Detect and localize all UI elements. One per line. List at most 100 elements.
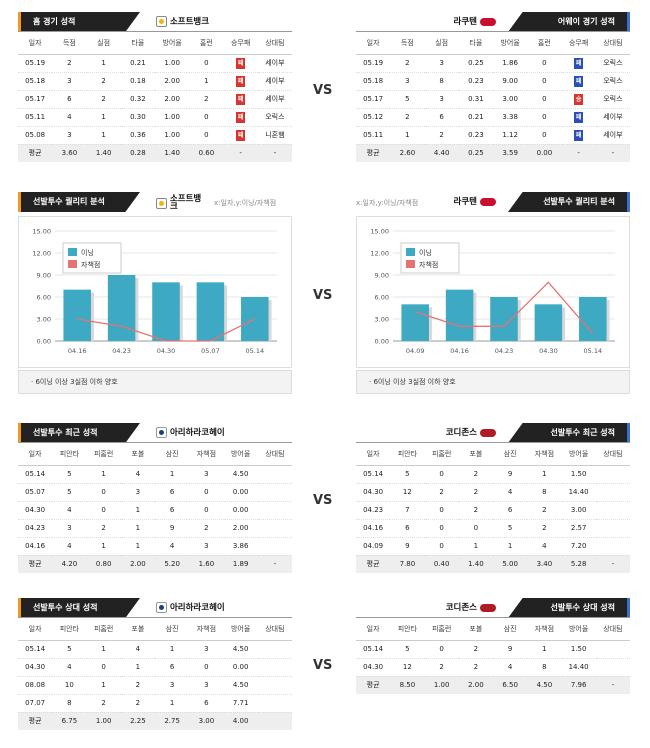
table-cell: 6: [390, 519, 425, 538]
table-cell: 3: [189, 676, 224, 695]
table-cell: 2: [458, 658, 493, 677]
table-cell: 05.11: [18, 108, 53, 127]
average-cell: -: [561, 144, 596, 162]
table-cell: 2: [424, 658, 459, 677]
table-cell: 1.00: [155, 54, 190, 73]
table-row: 05.18 3 2 0.18 2.00 1 패 세이부: [18, 72, 292, 91]
x-tick-label: 05.07: [201, 347, 220, 355]
table-cell: 2: [120, 676, 155, 695]
table-row: 05.08 3 1 0.36 1.00 0 패 니혼햄: [18, 126, 292, 145]
y-tick-label: 9.00: [375, 272, 389, 280]
table-cell: 1: [86, 465, 121, 484]
x-tick-label: 05.14: [583, 347, 602, 355]
table-cell: 2: [52, 54, 87, 73]
table-cell: 0: [424, 519, 459, 538]
average-cell: 2.25: [120, 712, 155, 730]
table-cell: 3: [424, 54, 459, 73]
column-header: 방어율: [561, 443, 596, 466]
quality-left-axis-note: x:일자,y:이닝/자책점: [214, 199, 277, 207]
table-cell: 6: [189, 694, 224, 713]
average-cell: 평균: [356, 144, 391, 162]
table-row: 05.14 5 1 4 1 3 4.50: [18, 640, 292, 659]
average-cell: 0.80: [86, 555, 121, 573]
table-cell: 0: [424, 640, 459, 659]
column-header: 실점: [424, 32, 459, 55]
quality-right-note: · 6이닝 이상 3실점 이하 양호: [356, 370, 630, 394]
table-cell: [257, 694, 292, 713]
table-cell: [257, 537, 292, 556]
x-tick-label: 05.14: [245, 347, 264, 355]
table-cell: [257, 465, 292, 484]
average-cell: 1.00: [86, 712, 121, 730]
result-badge: 패: [236, 75, 246, 87]
table-cell: 1: [458, 537, 493, 556]
table-row: 04.16 4 1 1 4 3 3.86: [18, 537, 292, 556]
table-cell: 3: [52, 126, 87, 145]
table-cell: 2: [458, 501, 493, 520]
table-cell: 0: [424, 501, 459, 520]
table-cell: [595, 640, 630, 659]
average-cell: 2.75: [155, 712, 190, 730]
table-cell: 2: [189, 90, 224, 109]
table-cell: 1: [120, 537, 155, 556]
column-header: 피안타: [52, 443, 87, 466]
table-cell: 패: [223, 90, 258, 109]
average-cell: 4.00: [223, 712, 258, 730]
column-header: 상대팀: [595, 32, 630, 55]
player-team-logo-icon: [156, 427, 167, 438]
table-cell: 04.23: [356, 501, 391, 520]
table-cell: 세이부: [257, 72, 292, 91]
table-cell: 0.31: [458, 90, 493, 109]
innings-bar: [196, 282, 225, 341]
table-cell: 1.00: [155, 126, 190, 145]
table-cell: 1: [390, 126, 425, 145]
table-cell: 04.23: [18, 519, 53, 538]
average-cell: 0.28: [120, 144, 155, 162]
average-row: 평균 3.60 1.40 0.28 1.40 0.60- -: [18, 144, 292, 162]
table-cell: 패: [561, 54, 596, 73]
table-cell: 오릭스: [595, 90, 630, 109]
average-cell: -: [223, 144, 258, 162]
player-team-logo-icon: [480, 603, 496, 612]
table-cell: 세이부: [257, 54, 292, 73]
average-cell: 1.60: [189, 555, 224, 573]
y-tick-label: 9.00: [37, 272, 51, 280]
average-cell: 2.60: [390, 144, 425, 162]
table-cell: 1: [155, 694, 190, 713]
table-cell: 05.17: [356, 90, 391, 109]
table-cell: 1: [86, 54, 121, 73]
table-cell: 1: [86, 640, 121, 659]
table-cell: 4: [52, 658, 87, 677]
column-header: 삼진: [493, 618, 528, 641]
table-cell: 1.50: [561, 640, 596, 659]
table-cell: 4: [120, 465, 155, 484]
average-cell: 4.40: [424, 144, 459, 162]
away-record-table: 일자 득점 실점 타율 방어율 홈런 승무패 상대팀 05.19 2 3 0.25 1.86 0 패 오릭스 0…: [356, 32, 630, 162]
recent-right-table: 일자 피안타 피홈런 포볼 삼진 자책점 방어율 상대팀 05.14 5 0 2 9 1 1.50 04.30…: [356, 443, 630, 573]
table-cell: [595, 658, 630, 677]
table-cell: 5: [390, 640, 425, 659]
table-cell: 0.18: [120, 72, 155, 91]
column-header: 일자: [356, 32, 391, 55]
table-cell: 1.86: [493, 54, 528, 73]
x-tick-label: 04.23: [495, 347, 514, 355]
result-badge: 패: [236, 57, 246, 69]
y-tick-label: 0.00: [375, 338, 389, 346]
result-badge: 패: [236, 129, 246, 141]
vs-label: VS: [313, 83, 333, 98]
table-cell: 2.00: [223, 519, 258, 538]
table-cell: 08.08: [18, 676, 53, 695]
average-cell: 6.75: [52, 712, 87, 730]
table-cell: [595, 501, 630, 520]
column-header: 방어율: [223, 443, 258, 466]
table-cell: 패: [223, 72, 258, 91]
table-cell: 2: [86, 694, 121, 713]
recent-left-panel: 선발투수 최근 성적 아리하라코헤이 일자 피안타 피홈런 포볼 삼진 자책점 방어율 상대팀…: [18, 423, 292, 573]
table-row: 05.11 4 1 0.30 1.00 0 패 오릭스: [18, 108, 292, 127]
table-cell: 04.09: [356, 537, 391, 556]
column-header: 피안타: [52, 618, 87, 641]
column-header: 방어율: [155, 32, 190, 55]
average-row: 평균 8.50 1.00 2.00 6.50 4.50 7.96-: [356, 676, 630, 694]
